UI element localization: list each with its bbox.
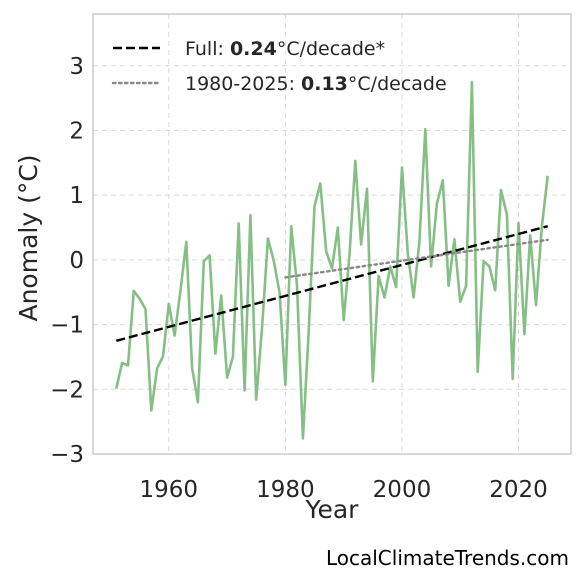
y-tick-label: 3 — [69, 54, 84, 80]
x-tick-label: 1960 — [140, 477, 199, 503]
legend-label-1980-2025: 1980-2025: 0.13°C/decade — [185, 73, 447, 95]
y-tick-label: 1 — [69, 183, 84, 209]
legend-full-suffix: °C/decade* — [277, 38, 385, 60]
series-layer — [115, 80, 549, 440]
legend-1980-2025-suffix: °C/decade — [348, 73, 447, 95]
x-tick-label: 2020 — [489, 477, 548, 503]
grid — [93, 14, 571, 455]
legend-1980-2025-value: 0.13 — [301, 73, 348, 95]
legend: Full: 0.24°C/decade* 1980-2025: 0.13°C/d… — [111, 38, 447, 95]
y-tick-labels: 3 2 1 0 −1 −2 −3 — [50, 54, 84, 468]
site-credit: LocalClimateTrends.com — [325, 546, 569, 570]
legend-full-value: 0.24 — [230, 38, 277, 60]
y-tick-label: 0 — [69, 248, 84, 274]
y-tick-label: −3 — [50, 442, 84, 468]
trend-line-2 — [284, 238, 549, 279]
x-axis-title: Year — [305, 495, 360, 524]
trend-line-1 — [115, 225, 549, 342]
y-axis-title: Anomaly (°C) — [14, 154, 43, 321]
legend-full-prefix: Full: — [185, 38, 230, 60]
y-tick-label: −2 — [50, 377, 84, 403]
plot-frame — [92, 13, 572, 455]
legend-1980-2025-prefix: 1980-2025: — [185, 73, 301, 95]
y-tick-label: −1 — [50, 313, 84, 339]
y-tick-label: 2 — [69, 118, 84, 144]
x-tick-labels: 1960 1980 2000 2020 — [140, 477, 548, 503]
x-tick-label: 1980 — [256, 477, 315, 503]
legend-label-full: Full: 0.24°C/decade* — [185, 38, 385, 60]
anomaly-series-line — [115, 80, 549, 440]
x-tick-label: 2000 — [373, 477, 432, 503]
